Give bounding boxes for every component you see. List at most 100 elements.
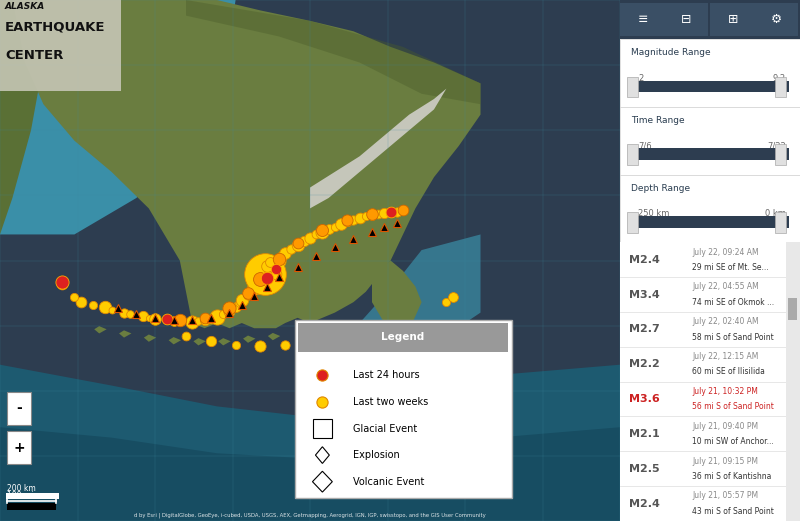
Text: M2.4: M2.4 [629,499,660,508]
Point [263,264,276,272]
Bar [298,323,509,352]
Point [248,283,261,292]
Text: Last two weeks: Last two weeks [354,397,429,407]
Polygon shape [0,0,43,234]
Point [390,207,403,216]
Text: 0 km: 0 km [765,209,786,218]
Text: ALASKA: ALASKA [5,2,46,11]
Point [304,234,317,242]
Text: EARTHQUAKE: EARTHQUAKE [5,21,106,34]
Point [316,228,329,236]
Point [353,214,366,222]
Point [198,316,211,325]
Point [186,318,198,326]
Point [167,317,180,326]
Point [229,303,242,312]
Text: +: + [14,441,25,454]
Point [397,207,410,215]
Polygon shape [372,260,422,333]
Bar [620,242,786,277]
Text: ≡: ≡ [638,13,649,26]
Bar [774,212,786,233]
Point [378,208,390,217]
FancyBboxPatch shape [294,320,511,498]
Text: July 22, 02:40 AM: July 22, 02:40 AM [692,317,758,326]
Text: July 22, 04:55 AM: July 22, 04:55 AM [692,282,758,291]
Point [86,301,99,309]
Bar [630,148,789,160]
Point [273,255,286,263]
Point [384,208,397,216]
Point [235,295,248,304]
Bar [620,486,786,521]
Bar [774,144,786,165]
Point [198,314,211,322]
Point [74,298,87,306]
Point [270,269,282,278]
Point [270,265,282,274]
Bar [627,144,638,165]
Text: M2.5: M2.5 [629,464,660,474]
Point [322,225,335,233]
Point [378,328,390,337]
Point [384,207,397,216]
Point [366,209,378,218]
Point [266,262,279,270]
Point [316,226,329,234]
Point [174,316,186,325]
Point [266,262,279,270]
Point [124,310,137,318]
Point [245,288,258,296]
Text: 200 km: 200 km [7,484,36,493]
Point [263,257,276,266]
Point [210,313,223,321]
Text: ⊞: ⊞ [728,13,738,26]
Polygon shape [315,447,330,464]
Point [254,342,266,351]
Text: 56 mi S of Sand Point: 56 mi S of Sand Point [692,402,774,411]
Polygon shape [0,365,620,521]
Bar [6,493,59,499]
Polygon shape [186,0,481,104]
Point [403,324,416,332]
Polygon shape [119,330,131,338]
Text: Volcanic Event: Volcanic Event [354,477,425,487]
Bar [620,381,786,416]
Point [142,314,155,322]
Bar [620,39,800,107]
Point [353,332,366,340]
Bar [627,77,638,97]
Point [232,299,245,307]
Point [56,280,68,288]
Text: Time Range: Time Range [630,116,685,125]
Bar [7,503,56,510]
Point [316,398,329,406]
Point [251,280,264,288]
Bar [620,0,800,39]
Point [285,245,298,253]
Bar [620,277,786,312]
Point [329,336,342,344]
Point [192,317,205,326]
Point [265,267,278,275]
Polygon shape [387,333,410,375]
Text: 7/22: 7/22 [767,141,786,151]
Bar [620,347,786,381]
Point [254,275,266,283]
Text: M2.4: M2.4 [629,255,660,265]
Text: 10 mi SW of Anchor...: 10 mi SW of Anchor... [692,437,774,446]
Polygon shape [144,334,156,342]
Bar [663,3,708,36]
Point [270,259,282,267]
Text: ⚙: ⚙ [771,13,782,26]
Text: July 22, 09:24 AM: July 22, 09:24 AM [692,247,758,256]
Point [347,216,360,224]
Point [341,216,354,225]
Text: July 21, 10:32 PM: July 21, 10:32 PM [692,387,758,396]
Bar [620,451,786,486]
Point [223,307,236,315]
Point [260,274,273,282]
Text: 74 mi SE of Okmok ...: 74 mi SE of Okmok ... [692,297,774,307]
Polygon shape [243,336,255,343]
Point [359,212,372,220]
